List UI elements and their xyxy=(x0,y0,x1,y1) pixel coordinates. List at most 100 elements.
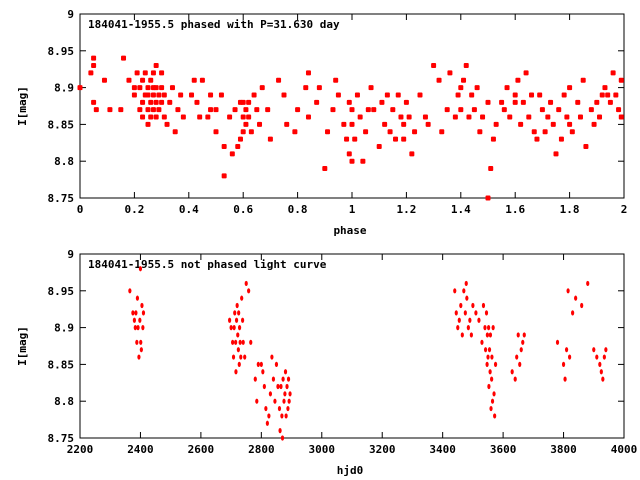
data-point xyxy=(139,339,143,345)
data-point xyxy=(128,288,132,294)
plot-frame xyxy=(79,13,625,199)
data-point xyxy=(580,77,586,83)
y-axis-label: I[mag] xyxy=(16,86,29,126)
data-point xyxy=(276,383,280,390)
data-point xyxy=(464,280,468,287)
data-point xyxy=(510,369,514,375)
data-point xyxy=(132,317,136,323)
data-point xyxy=(148,99,154,105)
unphased-light-curve-panel: 184041-1955.5 not phased light curve hjd… xyxy=(16,248,637,477)
data-point xyxy=(488,369,492,375)
data-point xyxy=(422,114,428,120)
data-point xyxy=(484,310,489,316)
data-point xyxy=(191,77,197,83)
data-point xyxy=(235,302,239,309)
data-point xyxy=(523,70,529,76)
data-point xyxy=(436,77,442,83)
data-point xyxy=(145,92,151,98)
data-point xyxy=(459,302,463,309)
data-point xyxy=(169,85,175,91)
y-tick-label: 8.9 xyxy=(54,322,74,335)
data-point xyxy=(471,107,477,113)
data-point xyxy=(153,85,159,91)
data-point xyxy=(529,92,535,98)
data-point xyxy=(346,99,352,105)
data-point xyxy=(221,173,227,179)
data-point xyxy=(164,121,170,127)
data-point xyxy=(471,302,475,309)
x-tick-label: 0.4 xyxy=(179,203,199,216)
data-point xyxy=(131,310,135,316)
data-point xyxy=(172,129,178,135)
data-point xyxy=(490,136,496,142)
data-point xyxy=(567,121,573,127)
data-point xyxy=(563,376,567,382)
data-point xyxy=(234,339,238,345)
data-point xyxy=(243,121,249,127)
x-tick-label: 2800 xyxy=(248,443,275,456)
data-point xyxy=(259,361,263,367)
data-point xyxy=(267,136,273,142)
data-point xyxy=(463,310,467,316)
data-point xyxy=(118,107,124,113)
data-point xyxy=(276,77,282,83)
x-tick-label: 1.2 xyxy=(396,203,416,216)
y-tick-label: 9 xyxy=(67,248,74,261)
data-point xyxy=(240,99,246,105)
data-point xyxy=(515,354,519,360)
data-point xyxy=(153,114,159,120)
data-point xyxy=(142,70,148,76)
data-point xyxy=(341,121,347,127)
data-point xyxy=(493,413,497,419)
data-point xyxy=(278,428,282,434)
data-point xyxy=(460,332,464,338)
data-point xyxy=(197,114,203,120)
data-point xyxy=(480,114,486,120)
data-point xyxy=(265,107,271,113)
data-point xyxy=(526,114,532,120)
data-point xyxy=(453,288,457,294)
data-point xyxy=(483,347,488,353)
data-point xyxy=(235,143,241,149)
data-point xyxy=(161,92,167,98)
data-point xyxy=(233,310,237,316)
data-point xyxy=(88,70,94,76)
data-point xyxy=(493,121,499,127)
data-point xyxy=(489,405,493,412)
x-tick-label: 2600 xyxy=(188,443,215,456)
data-point xyxy=(491,325,495,331)
data-point xyxy=(569,129,575,135)
data-point xyxy=(228,317,232,323)
data-point xyxy=(221,143,227,149)
data-point xyxy=(148,77,154,83)
data-point xyxy=(602,85,608,91)
data-point xyxy=(255,398,259,404)
y-tick-label: 8.9 xyxy=(54,82,74,95)
data-point xyxy=(325,129,331,135)
data-point xyxy=(284,121,290,127)
data-point xyxy=(499,99,505,105)
data-point xyxy=(455,92,461,98)
data-point xyxy=(583,143,589,149)
data-point xyxy=(126,77,132,83)
data-point xyxy=(474,310,478,316)
data-point xyxy=(466,325,470,331)
x-axis-label: phase xyxy=(333,224,366,237)
data-point xyxy=(571,310,575,316)
data-point xyxy=(598,361,602,367)
data-point xyxy=(417,92,423,98)
data-point xyxy=(140,114,146,120)
data-point xyxy=(577,114,583,120)
data-point xyxy=(246,99,252,105)
y-tick-label: 8.8 xyxy=(54,155,74,168)
x-tick-label: 0 xyxy=(77,203,84,216)
data-point xyxy=(91,99,97,105)
data-point xyxy=(208,107,214,113)
data-point xyxy=(281,376,285,382)
data-point xyxy=(199,77,205,83)
data-point xyxy=(406,114,412,120)
x-tick-label: 0.6 xyxy=(233,203,253,216)
data-point xyxy=(403,99,409,105)
data-point xyxy=(516,332,520,338)
data-point xyxy=(240,129,246,135)
